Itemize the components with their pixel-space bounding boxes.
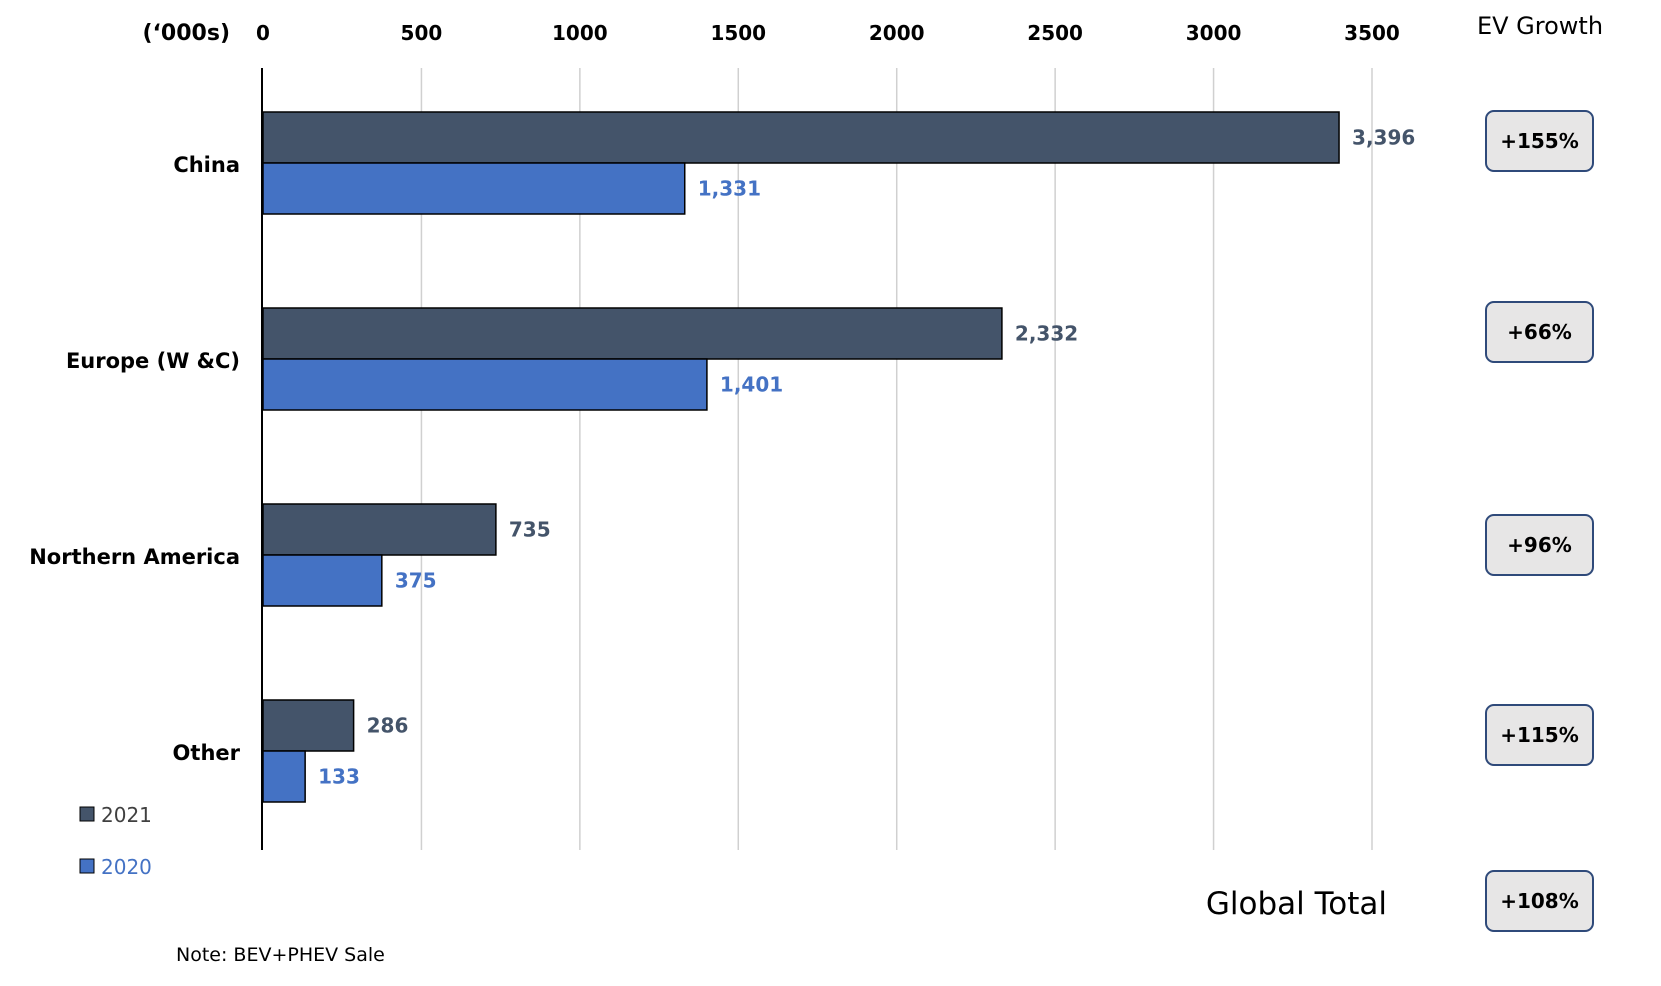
data-label-2020: 1,331 <box>698 177 761 201</box>
growth-text: +115% <box>1500 723 1579 747</box>
data-label-2020: 133 <box>318 765 360 789</box>
legend-swatch-2021 <box>79 806 95 822</box>
legend-label-2021: 2021 <box>101 803 152 827</box>
category-label: Europe (W &C) <box>66 349 240 373</box>
data-label-2021: 735 <box>509 518 551 542</box>
note: Note: BEV+PHEV Sale <box>176 944 385 966</box>
growth-box <box>1485 514 1594 576</box>
x-tick-label: 3500 <box>1344 21 1400 45</box>
bar-2020 <box>262 358 708 411</box>
bar-2021 <box>262 307 1003 360</box>
growth-header: EV Growth <box>1477 12 1603 40</box>
growth-badges: +155% +66% +96% +115% <box>1485 110 1594 766</box>
legend: 2021 2020 <box>79 803 152 879</box>
category-label: Northern America <box>29 545 240 569</box>
growth-box <box>1485 110 1594 172</box>
x-tick-label: 500 <box>401 21 443 45</box>
category-labels: China Europe (W &C) Northern America Other <box>29 153 240 765</box>
category-label: Other <box>173 741 241 765</box>
bar-2021 <box>262 111 1340 164</box>
x-tick-label: 2000 <box>869 21 925 45</box>
data-label-2021: 2,332 <box>1015 322 1078 346</box>
x-tick-label: 0 <box>256 21 270 45</box>
growth-box <box>1485 301 1594 363</box>
bar-2020 <box>262 554 383 607</box>
x-tick-label: 3000 <box>1186 21 1242 45</box>
legend-swatch-2020 <box>79 858 95 874</box>
x-tick-label: 1000 <box>552 21 608 45</box>
unit-label: (‘000s) <box>143 21 230 46</box>
bar-2020 <box>262 750 306 803</box>
data-label-2020: 1,401 <box>720 373 783 397</box>
bar-2020 <box>262 162 686 215</box>
data-labels: 3,396 1,331 2,332 1,401 735 375 286 133 <box>318 126 1415 789</box>
global-growth-badge: +108% <box>1485 870 1594 932</box>
growth-text: +96% <box>1507 533 1572 557</box>
global-total-label: Global Total <box>1206 886 1387 922</box>
data-label-2020: 375 <box>395 569 437 593</box>
x-tick-label: 1500 <box>710 21 766 45</box>
growth-box <box>1485 704 1594 766</box>
global-growth-box <box>1485 870 1594 932</box>
category-label: China <box>173 153 240 177</box>
x-tick-labels: 0 500 1000 1500 2000 2500 3000 3500 <box>256 21 1400 45</box>
growth-text: +66% <box>1507 320 1572 344</box>
data-label-2021: 3,396 <box>1352 126 1415 150</box>
bar-2021 <box>262 699 355 752</box>
global-growth-text: +108% <box>1500 889 1579 913</box>
growth-text: +155% <box>1500 129 1579 153</box>
legend-label-2020: 2020 <box>101 855 152 879</box>
x-tick-label: 2500 <box>1027 21 1083 45</box>
bars <box>262 111 1340 803</box>
data-label-2021: 286 <box>367 714 409 738</box>
bar-2021 <box>262 503 497 556</box>
